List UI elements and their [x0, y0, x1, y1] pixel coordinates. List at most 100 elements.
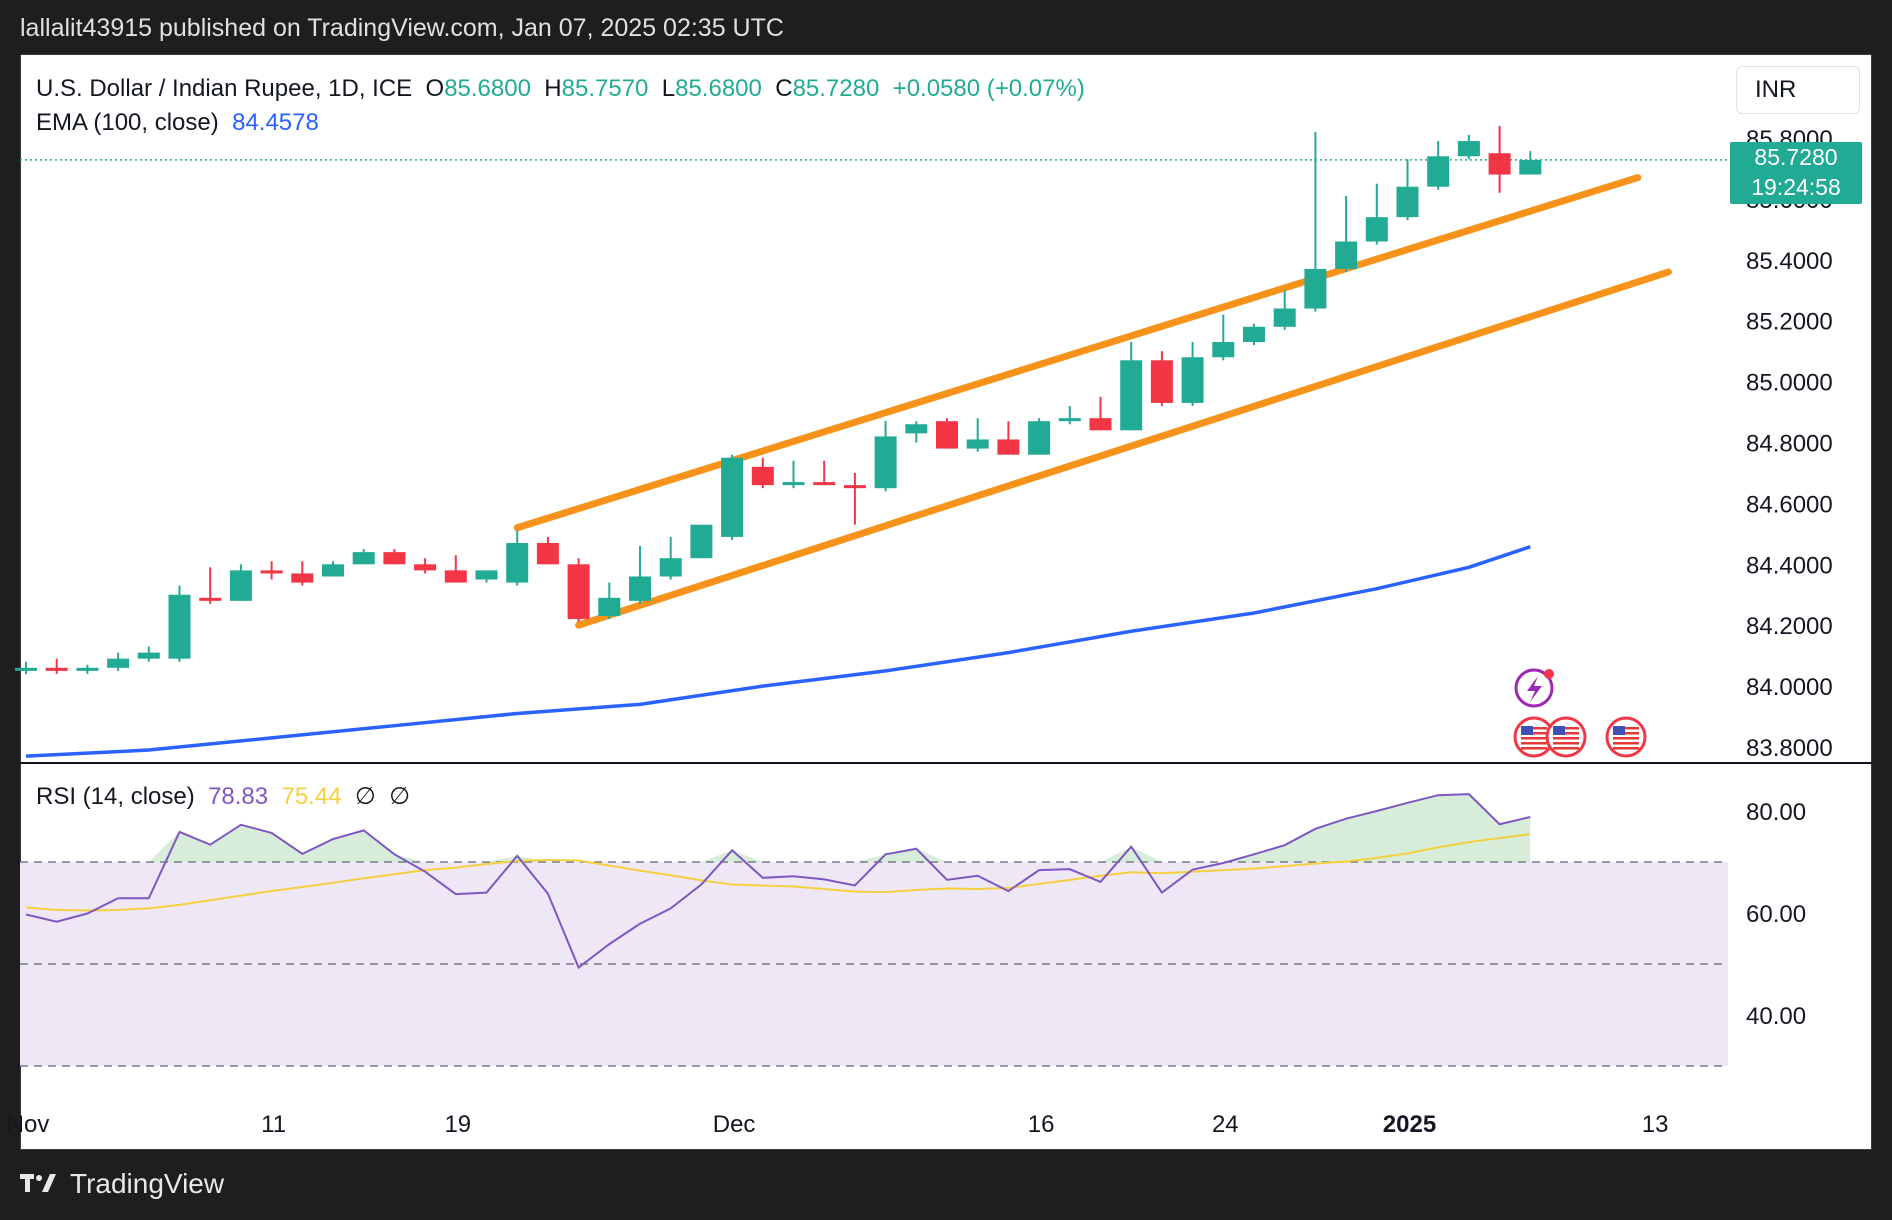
rsi-value: 78.83	[208, 783, 269, 810]
candle-body	[322, 564, 344, 577]
candle-body	[15, 667, 37, 671]
flag-stripe	[1613, 747, 1639, 750]
flag-stripe	[1553, 742, 1579, 745]
ema-label: EMA (100, close)	[36, 109, 219, 136]
candle	[598, 582, 621, 620]
candle-body	[1335, 241, 1358, 269]
rsi-legend: RSI (14, close) 78.83 75.44 ∅ ∅	[36, 782, 410, 811]
ema-layer	[25, 545, 1531, 758]
high-label: H	[544, 75, 562, 102]
price-tick-label: 85.2000	[1746, 309, 1833, 336]
candle	[229, 564, 252, 601]
candle-body	[199, 597, 222, 601]
price-tick-label: 85.4000	[1746, 248, 1833, 275]
candle	[536, 536, 559, 565]
candle	[199, 567, 222, 604]
ema-row: EMA (100, close) 84.4578	[36, 106, 1085, 140]
low-value: 85.6800	[675, 75, 762, 102]
time-tick-label: Dec	[713, 1111, 756, 1138]
candle	[1058, 405, 1081, 425]
candle	[567, 558, 590, 623]
candle	[322, 561, 344, 577]
candle	[168, 585, 191, 662]
candle	[1273, 290, 1296, 330]
flag-stripe	[1521, 742, 1547, 745]
close-label: C	[775, 75, 793, 102]
candle-body	[168, 594, 191, 659]
candle	[751, 457, 774, 489]
candle	[107, 652, 130, 671]
price-tick-label: 84.4000	[1746, 552, 1833, 579]
rsi-ma-line	[25, 833, 1531, 912]
candle	[137, 646, 160, 662]
price-tick-label: 83.8000	[1746, 735, 1833, 762]
candle-body	[598, 597, 621, 617]
channel-upper-line	[513, 174, 1642, 532]
candle-body	[905, 424, 928, 434]
candle	[506, 530, 529, 586]
rsi-ma-value: 75.44	[281, 783, 342, 810]
flag-stripe	[1553, 732, 1579, 735]
candle-body	[1365, 217, 1388, 242]
footer-brand-text: TradingView	[70, 1168, 225, 1199]
candle-body	[137, 652, 160, 659]
candle	[690, 524, 713, 559]
currency-button[interactable]: INR	[1736, 66, 1860, 114]
candle-body	[1150, 360, 1173, 403]
candle	[1488, 125, 1511, 193]
candle-body	[383, 552, 406, 565]
candle-body	[291, 573, 314, 583]
change-value: +0.0580 (+0.07%)	[892, 75, 1085, 102]
rsi-tick-label: 80.00	[1746, 799, 1806, 826]
time-tick-label: Nov	[7, 1111, 50, 1138]
candle-body	[936, 421, 958, 449]
us-flag-event-icon	[1605, 716, 1647, 758]
price-tick-label: 84.2000	[1746, 613, 1833, 640]
symbol-legend: U.S. Dollar / Indian Rupee, 1D, ICE O85.…	[36, 72, 1085, 140]
candle-body	[1243, 326, 1265, 343]
time-tick-label: 11	[261, 1111, 286, 1138]
candle	[1365, 183, 1388, 245]
footer-brand[interactable]: TradingView	[20, 1168, 224, 1200]
candle	[659, 536, 682, 580]
candle	[444, 555, 467, 583]
candle-body	[813, 482, 836, 486]
flag-stripe	[1613, 727, 1639, 730]
candle-body	[45, 667, 68, 671]
candle-body	[1181, 357, 1204, 403]
ema-100-line	[25, 545, 1531, 758]
candle	[1304, 131, 1327, 312]
candle-body	[782, 482, 805, 486]
candle-body	[1457, 141, 1480, 157]
candle-body	[874, 436, 897, 489]
us-flag-event-icon	[1545, 716, 1587, 758]
candle-body	[1427, 156, 1450, 187]
event-dot	[1544, 669, 1554, 679]
flag-stripe	[1521, 732, 1547, 735]
candle-body	[1273, 308, 1296, 327]
candle	[1396, 159, 1419, 221]
candle	[475, 570, 498, 583]
events-layer	[1513, 668, 1647, 758]
channel-lower-line	[575, 268, 1672, 629]
low-label: L	[661, 75, 676, 102]
candle-body	[260, 570, 283, 574]
candle-body	[1396, 186, 1419, 218]
candle-body	[107, 658, 130, 668]
candle-body	[1028, 421, 1051, 455]
price-tick-label: 84.8000	[1746, 431, 1833, 458]
candle-body	[1120, 360, 1143, 431]
symbol-title: U.S. Dollar / Indian Rupee, 1D, ICE	[36, 75, 413, 102]
candle-body	[567, 564, 590, 620]
candle-body	[1212, 342, 1235, 358]
candle	[721, 454, 744, 540]
ema-value: 84.4578	[232, 109, 319, 136]
candle-body	[751, 466, 774, 486]
candle	[1181, 342, 1204, 406]
candle	[1120, 342, 1143, 431]
candle	[1212, 314, 1235, 361]
candle	[76, 664, 99, 674]
flag-stripe	[1553, 737, 1579, 740]
candle-body	[76, 667, 99, 671]
